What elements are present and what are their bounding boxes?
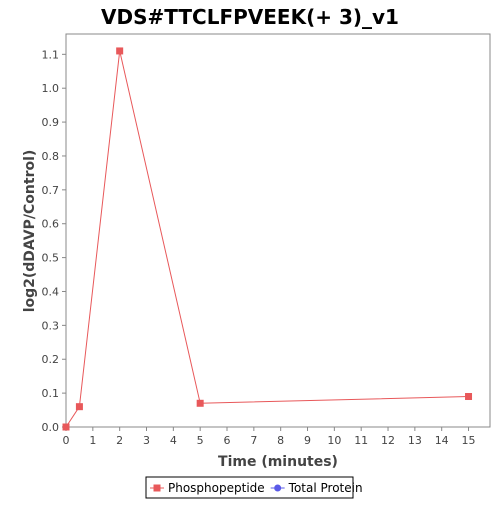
data-point — [75, 403, 83, 411]
y-tick-label: 1.0 — [42, 82, 60, 95]
x-tick-label: 8 — [277, 434, 284, 447]
data-point — [116, 47, 124, 55]
x-tick-label: 5 — [197, 434, 204, 447]
x-tick-label: 10 — [327, 434, 341, 447]
y-tick-label: 0.9 — [42, 116, 60, 129]
series-layer — [62, 47, 473, 431]
x-tick-label: 2 — [116, 434, 123, 447]
y-tick-label: 0.0 — [42, 421, 60, 434]
x-tick-label: 1 — [89, 434, 96, 447]
plot-area — [65, 33, 491, 428]
x-tick-label: 15 — [462, 434, 476, 447]
x-tick-label: 11 — [354, 434, 368, 447]
x-tick-label: 13 — [408, 434, 422, 447]
y-tick-label: 0.1 — [42, 387, 60, 400]
y-tick-label: 0.5 — [42, 252, 60, 265]
legend-marker-square — [153, 484, 161, 492]
x-tick-label: 3 — [143, 434, 150, 447]
x-tick-label: 7 — [250, 434, 257, 447]
x-tick-label: 4 — [170, 434, 177, 447]
y-tick-label: 0.6 — [42, 218, 60, 231]
x-axis-label: Time (minutes) — [218, 454, 338, 470]
x-tick-label: 9 — [304, 434, 311, 447]
data-point — [196, 399, 204, 407]
x-tick-label: 6 — [224, 434, 231, 447]
legend-box — [145, 476, 354, 499]
y-tick-label: 0.3 — [42, 319, 60, 332]
y-axis: 0.0 0.1 0.2 0.3 0.4 0.5 0.6 0.7 0.8 0.9 1.0 1.1 — [42, 48, 66, 434]
y-tick-label: 0.4 — [42, 285, 60, 298]
y-tick-label: 0.7 — [42, 184, 60, 197]
data-point — [465, 393, 473, 401]
x-axis: 0 1 2 3 4 5 6 7 8 9 10 11 12 13 14 15 — [63, 427, 476, 447]
legend: Phosphopeptide Total Protein — [145, 476, 363, 499]
y-tick-label: 0.8 — [42, 150, 60, 163]
x-tick-label: 0 — [63, 434, 70, 447]
legend-marker-circle — [274, 484, 282, 492]
y-axis-label: log2(dDAVP/Control) — [22, 150, 38, 313]
legend-label: Total Protein — [288, 481, 363, 495]
data-point — [62, 423, 70, 431]
x-tick-label: 14 — [435, 434, 449, 447]
legend-label: Phosphopeptide — [168, 481, 265, 495]
y-tick-label: 0.2 — [42, 353, 60, 366]
y-tick-label: 1.1 — [42, 48, 60, 61]
x-tick-label: 12 — [381, 434, 395, 447]
chart-title: VDS#TTCLFPVEEK(+ 3)_v1 — [101, 5, 399, 29]
